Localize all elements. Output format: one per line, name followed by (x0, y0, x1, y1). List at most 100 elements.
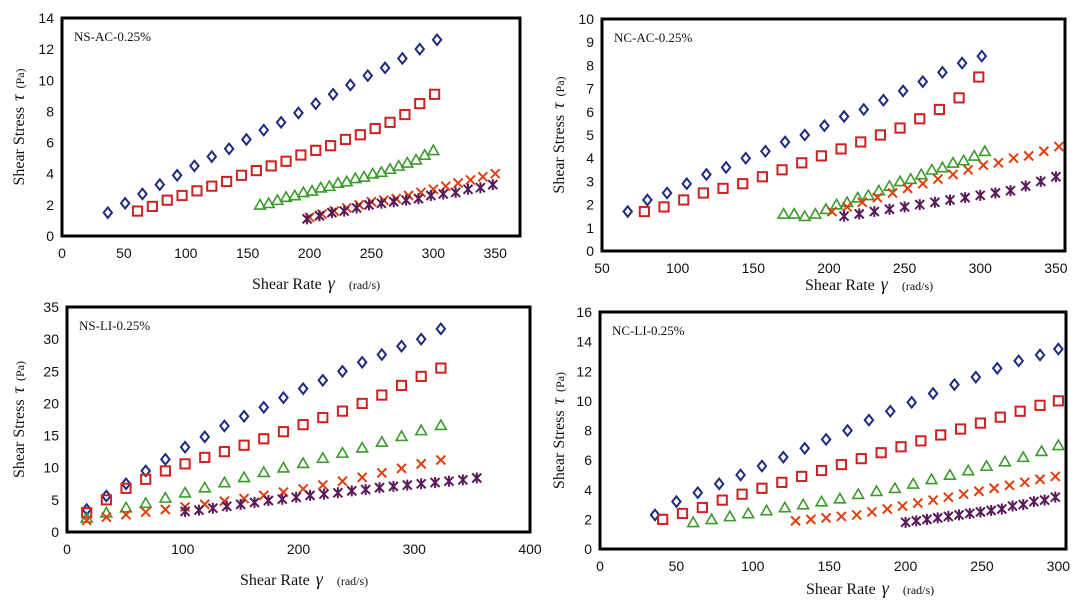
data-point-star (235, 498, 246, 510)
x-tick-label: 50 (116, 245, 132, 261)
data-point-x (1038, 146, 1050, 157)
data-point-diamond (713, 477, 725, 491)
data-point-star (304, 489, 316, 501)
data-point-x (978, 159, 989, 171)
data-point-star (943, 510, 954, 522)
data-point-triangle (400, 156, 415, 168)
data-point-triangle (335, 446, 350, 458)
series-star (179, 472, 482, 517)
data-point-star (301, 213, 313, 225)
data-point-square (874, 129, 887, 141)
data-point-star (899, 201, 910, 213)
data-point-diamond (838, 109, 850, 124)
data-point-diamond (154, 177, 166, 192)
data-point-star (415, 478, 427, 490)
data-point-square (81, 507, 93, 519)
data-point-star (1028, 496, 1040, 508)
data-point-square (658, 201, 670, 213)
x-tick-label: 50 (594, 260, 610, 276)
series-star (838, 171, 1062, 222)
data-point-x (1019, 477, 1030, 488)
x-tick-label: 300 (422, 245, 446, 261)
y-axis-label: Shear Stressτ(Pa) (548, 372, 568, 489)
data-point-square (415, 370, 427, 383)
data-point-diamond (649, 508, 661, 522)
data-point-diamond (756, 459, 768, 473)
data-point-triangle (434, 418, 448, 431)
data-point-diamond (740, 151, 752, 166)
data-point-square (100, 494, 112, 506)
data-point-square (756, 171, 768, 183)
y-tick-label: 10 (38, 72, 54, 88)
data-point-star (932, 512, 943, 524)
y-tick-label: 15 (43, 428, 59, 444)
data-point-diamond (356, 355, 368, 370)
data-point-x (452, 177, 464, 189)
data-point-x (140, 506, 151, 518)
data-point-star (1050, 491, 1061, 503)
data-point-triangle (888, 481, 902, 494)
data-point-star (929, 196, 941, 208)
data-point-triangle (197, 480, 212, 493)
data-point-square (855, 453, 867, 465)
x-tick-label: 300 (403, 541, 427, 557)
data-point-diamond (842, 423, 853, 438)
data-point-square (435, 362, 447, 374)
data-point-star (1018, 499, 1029, 511)
data-point-triangle (355, 440, 369, 453)
data-point-star (326, 207, 338, 219)
data-point-square (875, 447, 887, 459)
y-tick-label: 9 (586, 34, 594, 50)
data-point-diamond (102, 205, 114, 220)
data-point-star (290, 491, 302, 503)
data-point-x (912, 497, 924, 509)
data-point-diamond (396, 51, 408, 66)
data-point-star (953, 509, 965, 521)
data-point-square (994, 411, 1006, 423)
x-tick-label: 150 (742, 260, 766, 276)
data-point-triangle (935, 160, 950, 173)
data-point-x (988, 483, 1000, 494)
data-point-x (356, 472, 368, 483)
panel-1: NS-AC-0.25% 0 2 4 6 8 10 12 14 0 50 100 150 200 250 300… (8, 10, 522, 293)
data-point-x (805, 514, 817, 525)
y-tick-label: 0 (46, 228, 54, 244)
y-tick-label: 0 (586, 243, 594, 259)
data-point-star (838, 210, 850, 222)
data-point-diamond (435, 322, 447, 336)
data-point-triangle (925, 162, 939, 175)
data-point-x (490, 168, 501, 179)
data-point-square (638, 205, 650, 218)
data-point-star (263, 495, 274, 506)
data-point-triangle (961, 463, 975, 476)
data-point-square (146, 200, 158, 213)
series-diamond (102, 32, 443, 220)
data-point-triangle (872, 183, 886, 196)
x-tick-label: 100 (741, 558, 765, 574)
data-point-star (990, 187, 1001, 199)
x-axis-label: Shear Rate γ (rad/s) (806, 578, 934, 598)
data-point-star (921, 513, 933, 525)
data-point-triangle (998, 454, 1012, 467)
data-point-x (851, 509, 862, 521)
data-point-star (332, 487, 344, 499)
data-point-diamond (906, 395, 918, 410)
data-point-star (450, 186, 461, 198)
data-point-square (295, 149, 307, 161)
data-point-diamond (877, 93, 889, 108)
data-point-star (179, 505, 191, 517)
data-point-diamond (414, 42, 426, 56)
data-point-triangle (903, 172, 918, 185)
data-point-diamond (362, 68, 374, 83)
data-point-x (973, 486, 985, 497)
data-point-star (869, 206, 880, 218)
plot-frame (65, 305, 532, 534)
data-point-square (218, 446, 231, 458)
data-point-x (947, 169, 959, 180)
data-point-star (487, 179, 498, 191)
x-tick-label: 350 (1044, 260, 1068, 276)
data-point-diamond (171, 168, 183, 183)
data-point-diamond (937, 65, 948, 80)
data-point-triangle (394, 429, 409, 442)
data-point-x (465, 174, 476, 186)
